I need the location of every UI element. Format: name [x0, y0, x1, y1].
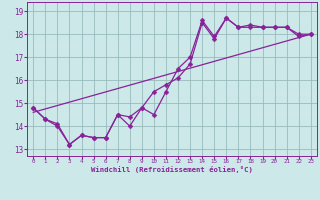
X-axis label: Windchill (Refroidissement éolien,°C): Windchill (Refroidissement éolien,°C) [91, 166, 253, 173]
